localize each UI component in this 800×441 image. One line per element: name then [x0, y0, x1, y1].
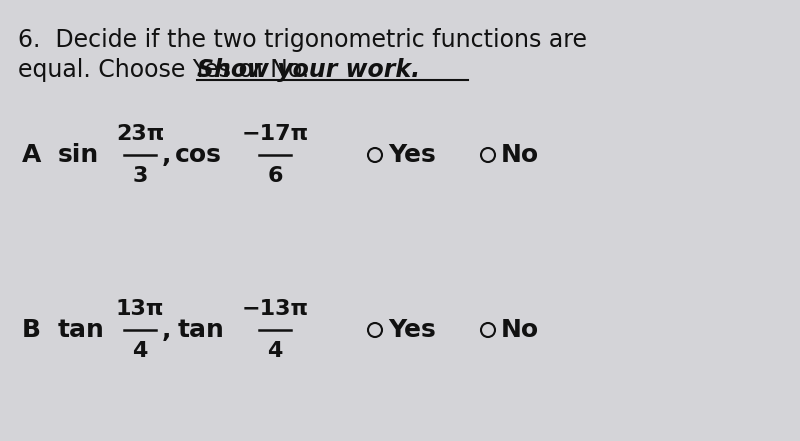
- Text: ,: ,: [162, 318, 171, 342]
- Text: 23π: 23π: [116, 124, 164, 144]
- Text: No: No: [501, 318, 539, 342]
- Text: 13π: 13π: [116, 299, 164, 319]
- Text: equal. Choose Yes or No.: equal. Choose Yes or No.: [18, 58, 324, 82]
- Text: cos: cos: [175, 143, 222, 167]
- Text: tan: tan: [58, 318, 105, 342]
- Text: Show your work.: Show your work.: [197, 58, 420, 82]
- Text: 6.  Decide if the two trigonometric functions are: 6. Decide if the two trigonometric funct…: [18, 28, 587, 52]
- Text: Yes: Yes: [388, 143, 436, 167]
- Text: A: A: [22, 143, 42, 167]
- Text: tan: tan: [178, 318, 225, 342]
- Text: 6: 6: [267, 166, 282, 186]
- Text: sin: sin: [58, 143, 99, 167]
- Text: −13π: −13π: [242, 299, 309, 319]
- Text: 4: 4: [132, 341, 148, 361]
- Text: 3: 3: [132, 166, 148, 186]
- Text: Yes: Yes: [388, 318, 436, 342]
- Text: ,: ,: [162, 143, 171, 167]
- Text: B: B: [22, 318, 41, 342]
- Text: 4: 4: [267, 341, 282, 361]
- Text: −17π: −17π: [242, 124, 309, 144]
- Text: No: No: [501, 143, 539, 167]
